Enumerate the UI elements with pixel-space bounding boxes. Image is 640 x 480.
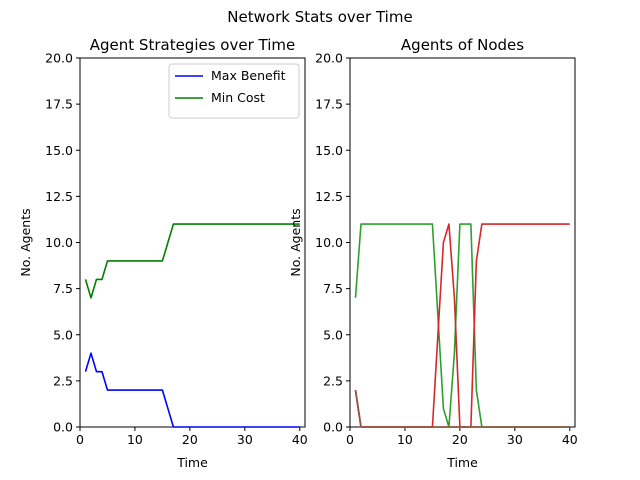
x-tick-label: 40 xyxy=(562,432,578,447)
chart-title: Agent Strategies over Time xyxy=(90,36,295,54)
x-tick-label: 0 xyxy=(346,432,354,447)
legend-box xyxy=(168,63,300,119)
chart-left-agent-strategies: Agent Strategies over Time 0 10 20 30 40 0.0 2.… xyxy=(18,36,308,470)
chart-title: Agents of Nodes xyxy=(401,36,524,54)
x-tick-label: 0 xyxy=(76,432,84,447)
x-tick-label: 30 xyxy=(507,432,523,447)
y-tick-label: 5.0 xyxy=(323,327,343,342)
y-axis-label: No. Agents xyxy=(288,208,303,276)
y-tick-label: 20.0 xyxy=(315,51,343,66)
series-line-1 xyxy=(354,389,570,428)
x-tick-label: 10 xyxy=(397,432,413,447)
x-tick-label: 10 xyxy=(127,432,143,447)
x-tick-label: 20 xyxy=(182,432,198,447)
legend: Max Benefit Min Cost xyxy=(168,63,300,119)
plot-frame xyxy=(349,57,576,428)
x-tick-label: 30 xyxy=(237,432,253,447)
x-axis-label: Time xyxy=(446,455,478,470)
y-tick-label: 15.0 xyxy=(315,143,343,158)
y-tick-label: 20.0 xyxy=(45,51,73,66)
chart-right-agents-of-nodes: Agents of Nodes 0 10 20 30 40 0.0 2.5 5.0 7.5 10.0… xyxy=(288,36,578,470)
y-tick-label: 10.0 xyxy=(315,235,343,250)
y-tick-label: 15.0 xyxy=(45,143,73,158)
y-tick-label: 17.5 xyxy=(315,97,343,112)
series-line-2 xyxy=(354,223,570,428)
legend-entry: Max Benefit xyxy=(211,68,286,83)
x-tick-label: 20 xyxy=(452,432,468,447)
y-tick-label: 7.5 xyxy=(53,281,73,296)
y-tick-label: 5.0 xyxy=(53,327,73,342)
y-tick-label: 0.0 xyxy=(323,420,343,435)
y-tick-label: 17.5 xyxy=(45,97,73,112)
series-line-0 xyxy=(354,389,570,428)
y-tick-label: 7.5 xyxy=(323,281,343,296)
x-tick-label: 40 xyxy=(292,432,308,447)
y-tick-label: 2.5 xyxy=(53,373,73,388)
legend-entry: Min Cost xyxy=(211,90,265,105)
series-line-1 xyxy=(84,223,300,299)
series-line-3 xyxy=(354,223,570,428)
y-tick-label: 2.5 xyxy=(323,373,343,388)
figure-title: Network Stats over Time xyxy=(227,8,412,26)
y-tick-label: 10.0 xyxy=(45,235,73,250)
x-axis-label: Time xyxy=(176,455,208,470)
y-tick-label: 12.5 xyxy=(315,189,343,204)
series-line-4 xyxy=(354,389,570,428)
y-tick-label: 0.0 xyxy=(53,420,73,435)
series-line-0 xyxy=(84,352,300,428)
y-tick-label: 12.5 xyxy=(45,189,73,204)
y-axis-label: No. Agents xyxy=(18,208,33,276)
